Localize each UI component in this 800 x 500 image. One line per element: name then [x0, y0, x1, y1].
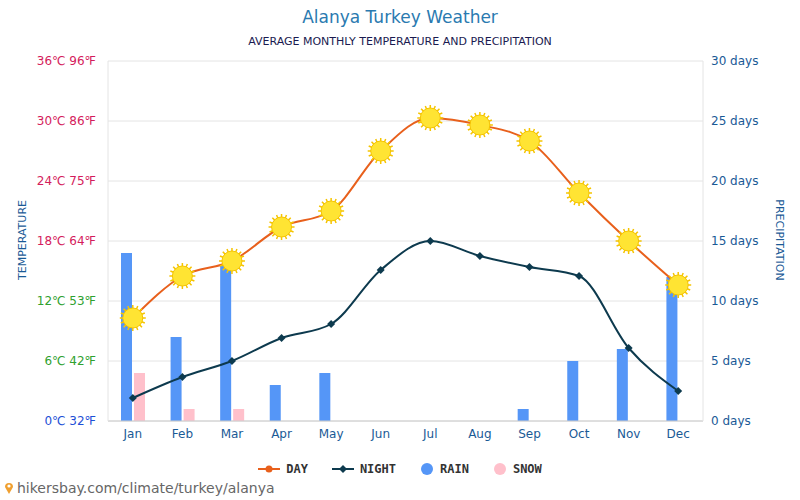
- svg-text:15 days: 15 days: [711, 234, 758, 248]
- svg-text:5 days: 5 days: [711, 354, 751, 368]
- svg-text:10 days: 10 days: [711, 294, 758, 308]
- html-text:AVERAGE MONTHLY TEMPERATURE AN: AVERAGE MONTHLY TEMPERATURE AND PRECIPIT…: [248, 35, 552, 48]
- svg-text:20 days: 20 days: [711, 174, 758, 188]
- svg-text:0℃ 32℉: 0℃ 32℉: [44, 414, 96, 428]
- svg-text:36℃ 96℉: 36℃ 96℉: [37, 54, 96, 68]
- html-text:NIGHT: NIGHT: [359, 462, 396, 476]
- svg-text:18℃ 64℉: 18℃ 64℉: [37, 234, 96, 248]
- svg-text:30℃ 86℉: 30℃ 86℉: [37, 114, 96, 128]
- html-text:DAY: DAY: [286, 462, 308, 476]
- svg-text:Nov: Nov: [617, 427, 640, 441]
- svg-text:30 days: 30 days: [711, 54, 758, 68]
- svg-text:Apr: Apr: [271, 427, 292, 441]
- svg-text:6℃ 42℉: 6℃ 42℉: [44, 354, 96, 368]
- svg-text:Jun: Jun: [370, 427, 390, 441]
- svg-text:Feb: Feb: [172, 427, 193, 441]
- svg-text:25 days: 25 days: [711, 114, 758, 128]
- html-text:PRECIPITATION: PRECIPITATION: [772, 199, 786, 281]
- html-text:hikersbay.com/climate/turkey/a: hikersbay.com/climate/turkey/alanya: [17, 480, 275, 496]
- svg-text:May: May: [319, 427, 344, 441]
- svg-text:Sep: Sep: [518, 427, 541, 441]
- svg-text:24℃ 75℉: 24℃ 75℉: [37, 174, 96, 188]
- svg-text:Oct: Oct: [569, 427, 590, 441]
- svg-text:12℃ 53℉: 12℃ 53℉: [37, 294, 96, 308]
- svg-text:Aug: Aug: [468, 427, 491, 441]
- svg-text:Mar: Mar: [221, 427, 244, 441]
- html-text:RAIN: RAIN: [440, 462, 469, 476]
- svg-text:Jul: Jul: [422, 427, 437, 441]
- html-text:TEMPERATURE: TEMPERATURE: [15, 200, 29, 280]
- svg-text:0 days: 0 days: [711, 414, 751, 428]
- svg-text:Dec: Dec: [667, 427, 690, 441]
- html-text:Alanya Turkey Weather: Alanya Turkey Weather: [302, 7, 498, 27]
- svg-text:Jan: Jan: [123, 427, 143, 441]
- html-text:SNOW: SNOW: [512, 462, 542, 476]
